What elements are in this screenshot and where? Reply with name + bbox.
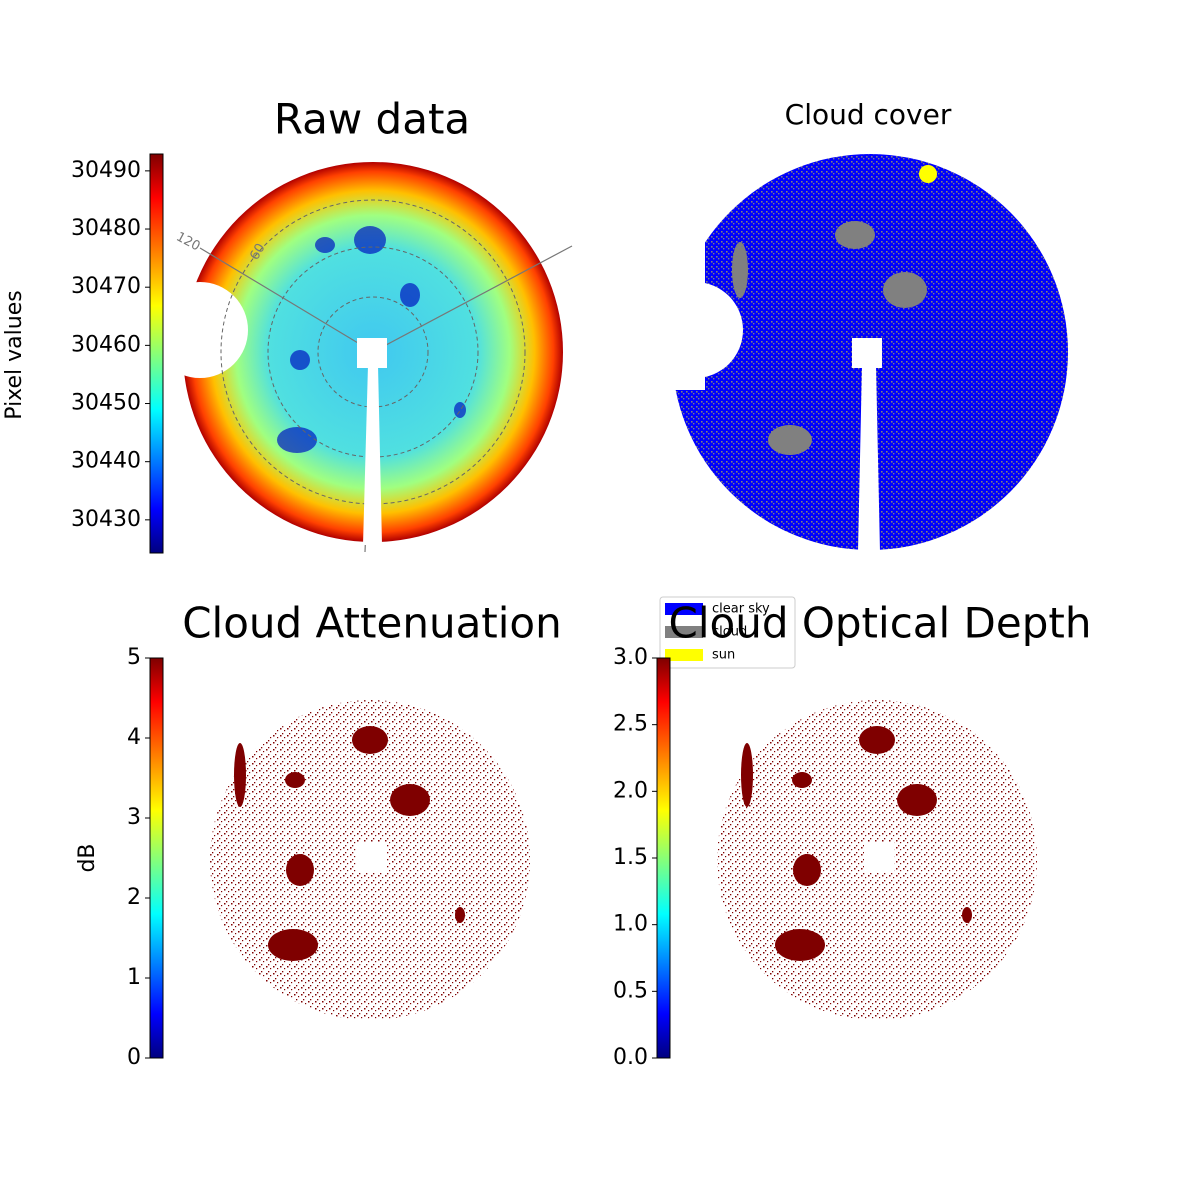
colorbar — [149, 153, 164, 554]
legend-swatch — [665, 603, 703, 615]
polar-label: 60 — [247, 241, 268, 263]
colorbar-tick-label: 30430 — [71, 507, 141, 532]
colorbar-tick-label: 2 — [127, 885, 141, 910]
cloud-mask-image — [647, 154, 1068, 552]
colorbar-label: Pixel values — [2, 290, 27, 419]
optical-depth-image — [717, 700, 1037, 1020]
colorbar-tick-label: 4 — [127, 725, 141, 750]
colorbar-tick-label: 30470 — [71, 274, 141, 299]
colorbar-tick-label: 1 — [127, 965, 141, 990]
colorbar — [149, 657, 164, 1059]
legend-label: clear sky — [712, 602, 770, 617]
legend-swatch — [665, 626, 703, 638]
colorbar-tick-label: 1.5 — [613, 845, 648, 870]
colorbar-tick-label: 2.0 — [613, 778, 648, 803]
colorbar-tick-label: 3.0 — [613, 645, 648, 670]
panel-title: Cloud Attenuation — [182, 599, 562, 648]
legend-label: sun — [712, 648, 735, 663]
colorbar-tick-label: 30450 — [71, 391, 141, 416]
raw-image — [152, 162, 573, 553]
colorbar-tick-label: 30440 — [71, 449, 141, 474]
colorbar-tick-label: 30460 — [71, 332, 141, 357]
colorbar-tick-label: 30490 — [71, 158, 141, 183]
colorbar-tick-label: 3 — [127, 805, 141, 830]
panel-title: Cloud Optical Depth — [669, 599, 1092, 648]
colorbar-tick-label: 1.0 — [613, 912, 648, 937]
colorbar-tick-label: 30480 — [71, 216, 141, 241]
legend-label: cloud — [712, 625, 747, 640]
panel-title: Raw data — [274, 95, 470, 144]
colorbar-tick-label: 2.5 — [613, 712, 648, 737]
colorbar-tick-label: 0.0 — [613, 1045, 648, 1070]
legend-swatch — [665, 649, 703, 661]
attenuation-image — [210, 700, 530, 1020]
colorbar-tick-label: 0.5 — [613, 978, 648, 1003]
colorbar-tick-label: 0 — [127, 1045, 141, 1070]
colorbar-tick-label: 5 — [127, 645, 141, 670]
polar-label: 120 — [174, 230, 203, 255]
colorbar — [656, 657, 671, 1059]
panel-title: Cloud cover — [785, 98, 952, 131]
colorbar-label: dB — [75, 843, 100, 872]
